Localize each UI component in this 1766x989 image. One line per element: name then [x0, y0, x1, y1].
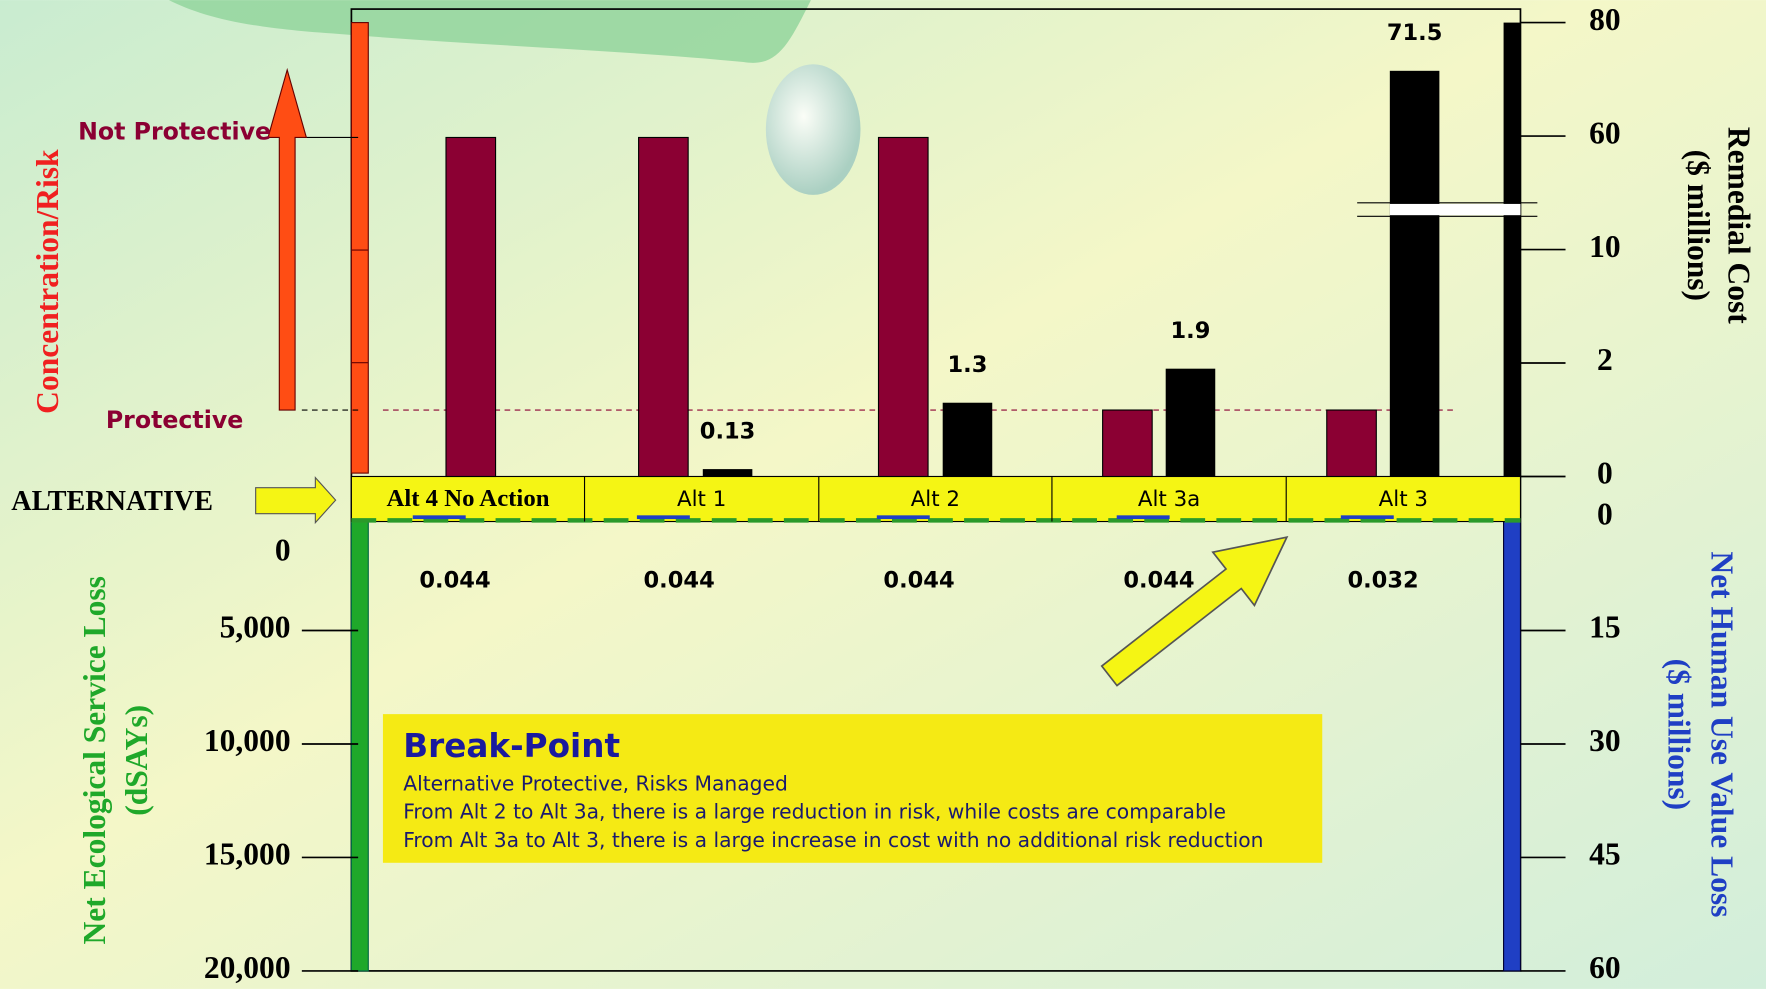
- cost-bar: [1166, 369, 1216, 477]
- eco-tick-label: 5,000: [220, 610, 291, 645]
- page: ALTERNATIVE Concentration/Risk Net Ecolo…: [0, 0, 1766, 989]
- x-tick-label: Alt 3: [1379, 487, 1428, 512]
- human-value-label: 0.032: [1347, 568, 1418, 594]
- human-tick-label: 0: [1597, 496, 1613, 531]
- human-value-label: 0.044: [419, 568, 490, 594]
- eco-axis-bar: [351, 522, 368, 971]
- human-tick-label: 60: [1589, 950, 1621, 985]
- eco-axis-title: (dSAYs): [119, 705, 154, 816]
- x-tick-label: Alt 3a: [1138, 487, 1200, 512]
- human-value-label: 0.044: [644, 568, 715, 594]
- human-axis-bar: [1504, 522, 1521, 971]
- cost-bar: [943, 403, 993, 477]
- x-tick-label: Alt 4 No Action: [386, 485, 549, 512]
- x-tick-label: Alt 1: [677, 487, 726, 512]
- risk-bar: [878, 137, 928, 476]
- eco-tick-label: 0: [275, 532, 291, 567]
- eco-tick-label: 10,000: [204, 723, 291, 758]
- annotation-line: From Alt 2 to Alt 3a, there is a large r…: [403, 800, 1226, 824]
- category-axis-label: ALTERNATIVE: [11, 486, 213, 517]
- risk-level-label: Protective: [106, 406, 243, 434]
- risk-bar: [639, 137, 689, 476]
- human-tick-label: 45: [1589, 837, 1621, 872]
- axis-break: [1390, 204, 1521, 215]
- cost-axis-bar: [1504, 23, 1521, 477]
- risk-axis-title: Concentration/Risk: [30, 149, 65, 414]
- risk-bar: [446, 137, 496, 476]
- cost-tick-label: 2: [1597, 342, 1613, 377]
- cost-bar: [703, 469, 753, 476]
- cost-value-label: 1.9: [1171, 318, 1211, 344]
- risk-bar: [1327, 410, 1377, 476]
- cost-value-label: 1.3: [948, 352, 988, 378]
- cost-tick-label: 80: [1589, 2, 1621, 37]
- cost-bar: [1390, 71, 1440, 477]
- human-value-label: 0.044: [883, 568, 954, 594]
- chart: ALTERNATIVE Concentration/Risk Net Ecolo…: [0, 0, 1766, 989]
- cost-value-label: 0.13: [700, 418, 756, 444]
- cost-tick-label: 0: [1597, 456, 1613, 491]
- cost-tick-label: 10: [1589, 229, 1621, 264]
- human-axis-title: Net Human Use Value Loss: [1704, 551, 1739, 917]
- human-tick-label: 15: [1589, 610, 1621, 645]
- human-axis-title: ($ millions): [1662, 659, 1697, 810]
- risk-axis-bar: [351, 23, 368, 474]
- x-tick-label: Alt 2: [911, 487, 960, 512]
- cost-axis-title: ($ millions): [1681, 150, 1716, 301]
- cost-tick-label: 60: [1589, 115, 1621, 150]
- cost-value-label: 71.5: [1387, 20, 1443, 46]
- eco-axis-title: Net Ecological Service Loss: [77, 576, 112, 944]
- human-tick-label: 30: [1589, 723, 1621, 758]
- droplet: [766, 64, 861, 195]
- risk-level-label: Not Protective: [78, 117, 271, 145]
- risk-bar: [1103, 410, 1153, 476]
- cost-axis-title: Remedial Cost: [1721, 127, 1756, 324]
- eco-tick-label: 20,000: [204, 950, 291, 985]
- human-value-label: 0.044: [1123, 568, 1194, 594]
- eco-tick-label: 15,000: [204, 837, 291, 872]
- annotation-line: Alternative Protective, Risks Managed: [403, 772, 788, 796]
- annotation-line: From Alt 3a to Alt 3, there is a large i…: [403, 828, 1263, 852]
- annotation-title: Break-Point: [403, 727, 620, 765]
